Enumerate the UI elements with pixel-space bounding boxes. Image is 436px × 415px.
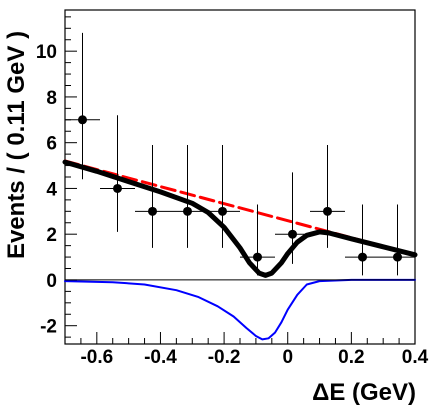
data-point <box>183 206 192 216</box>
x-tick-label: 0 <box>282 347 293 368</box>
y-tick-label: 10 <box>36 42 57 63</box>
x-tick-label: -0.2 <box>208 347 241 368</box>
y-tick-label: 8 <box>46 88 57 109</box>
x-tick-label: 0.4 <box>402 347 429 368</box>
x-tick-label: -0.6 <box>80 347 113 368</box>
x-axis-title: ΔE (GeV) <box>312 379 416 406</box>
data-point <box>253 252 262 262</box>
data-point <box>148 206 157 216</box>
y-axis-title: Events / ( 0.11 GeV ) <box>3 31 30 259</box>
data-point <box>393 252 402 262</box>
x-tick-label: -0.4 <box>144 347 177 368</box>
data-point <box>113 183 122 193</box>
data-point <box>78 115 87 125</box>
y-tick-label: 2 <box>46 225 57 246</box>
total-fit-curve <box>62 159 418 278</box>
signal-component-curve <box>64 278 416 341</box>
y-tick-label: 4 <box>46 179 57 200</box>
data-point <box>288 229 297 239</box>
y-tick-label: 6 <box>46 134 57 155</box>
data-point <box>218 206 227 216</box>
data-point <box>323 206 332 216</box>
data-point <box>358 252 367 262</box>
y-tick-label: -2 <box>40 317 57 338</box>
y-tick-label: 0 <box>46 271 57 292</box>
x-tick-label: 0.2 <box>338 347 364 368</box>
